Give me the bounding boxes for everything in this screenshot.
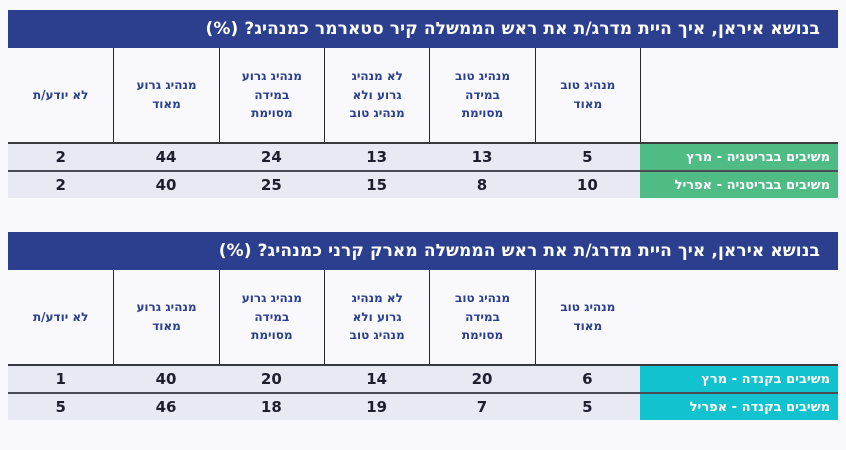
table-title: בנושא איראן, איך היית מדרג/ת את ראש הממש… (8, 10, 838, 48)
table-title: בנושא איראן, איך היית מדרג/ת את ראש הממש… (8, 232, 838, 270)
column-header-label: מנהיג גרוע מאוד (136, 78, 197, 111)
column-header-label: לא יודע/ת (32, 309, 89, 324)
row-label: משיבים בבריטניה - מרץ (640, 142, 838, 170)
value-cell: 40 (113, 364, 219, 392)
column-header-label: מנהיג גרוע במידה מסוימת (241, 69, 302, 121)
column-header: לא יודע/ת (8, 270, 113, 364)
column-header-label: מנהיג טוב במידה מסוימת (455, 291, 511, 343)
value-cell: 8 (429, 170, 535, 198)
value-cell: 14 (324, 364, 430, 392)
column-header-label: מנהיג טוב במידה מסוימת (455, 69, 511, 121)
value-cell: 20 (429, 364, 535, 392)
value-cell: 5 (534, 392, 640, 420)
column-header: מנהיג טוב מאוד (534, 48, 640, 142)
column-header-label: לא יודע/ת (32, 87, 89, 102)
value-cell: 5 (534, 142, 640, 170)
value-cell: 6 (534, 364, 640, 392)
column-header: לא מנהיג גרוע ולא מנהיג טוב (324, 270, 429, 364)
row-label: משיבים בקנדה - מרץ (640, 364, 838, 392)
value-cell: 46 (113, 392, 219, 420)
value-cell: 19 (324, 392, 430, 420)
column-header: מנהיג גרוע במידה מסוימת (218, 270, 324, 364)
value-cell: 10 (534, 170, 640, 198)
value-cell: 20 (218, 364, 324, 392)
column-header: מנהיג גרוע מאוד (113, 48, 218, 142)
value-cell: 18 (218, 392, 324, 420)
value-cell: 13 (324, 142, 430, 170)
column-header-label: מנהיג גרוע מאוד (136, 300, 197, 333)
value-cell: 15 (324, 170, 430, 198)
value-cell: 5 (8, 392, 114, 420)
column-header-label: מנהיג טוב מאוד (560, 78, 616, 111)
column-header: לא מנהיג גרוע ולא מנהיג טוב (324, 48, 429, 142)
page: בנושא איראן, איך היית מדרג/ת את ראש הממש… (8, 10, 838, 420)
value-cell: 13 (429, 142, 535, 170)
row-label: משיבים בבריטניה - אפריל (640, 170, 838, 198)
column-header: מנהיג טוב במידה מסוימת (429, 48, 534, 142)
value-cell: 2 (8, 142, 114, 170)
column-header: מנהיג גרוע במידה מסוימת (218, 48, 324, 142)
column-header-label: מנהיג גרוע במידה מסוימת (241, 291, 302, 343)
column-header: מנהיג טוב במידה מסוימת (429, 270, 534, 364)
row-label-header-cell (640, 270, 838, 364)
column-header: מנהיג גרוע מאוד (113, 270, 218, 364)
value-cell: 2 (8, 170, 114, 198)
survey-table-starmer: בנושא איראן, איך היית מדרג/ת את ראש הממש… (8, 10, 838, 198)
value-cell: 1 (8, 364, 114, 392)
table-grid: מנהיג טוב מאוד מנהיג טוב במידה מסוימת לא… (8, 48, 838, 198)
value-cell: 7 (429, 392, 535, 420)
table-grid: מנהיג טוב מאוד מנהיג טוב במידה מסוימת לא… (8, 270, 838, 420)
value-cell: 25 (218, 170, 324, 198)
column-header-label: לא מנהיג גרוע ולא מנהיג טוב (349, 69, 405, 121)
column-header-label: לא מנהיג גרוע ולא מנהיג טוב (349, 291, 405, 343)
row-label-header-cell (640, 48, 838, 142)
value-cell: 40 (113, 170, 219, 198)
row-label: משיבים בקנדה - אפריל (640, 392, 838, 420)
survey-table-carney: בנושא איראן, איך היית מדרג/ת את ראש הממש… (8, 232, 838, 420)
value-cell: 24 (218, 142, 324, 170)
value-cell: 44 (113, 142, 219, 170)
column-header: לא יודע/ת (8, 48, 113, 142)
column-header: מנהיג טוב מאוד (534, 270, 640, 364)
column-header-label: מנהיג טוב מאוד (560, 300, 616, 333)
